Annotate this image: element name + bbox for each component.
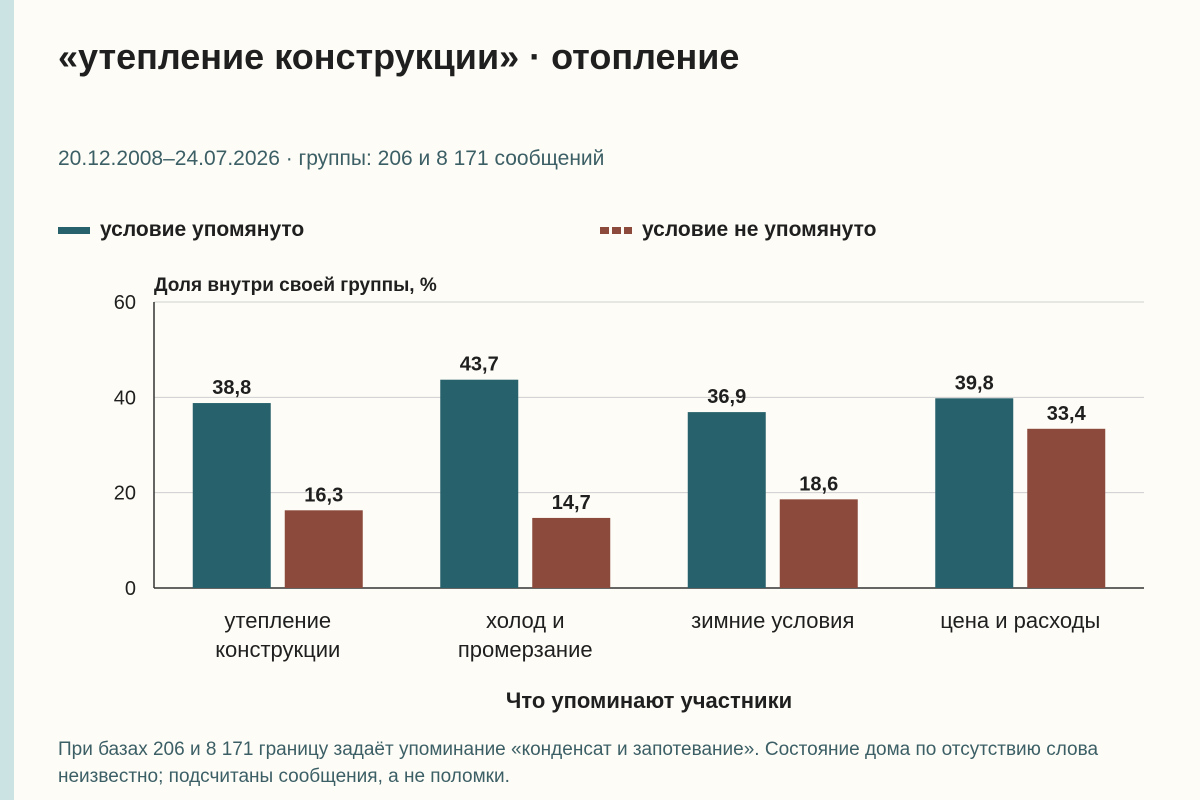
x-axis-title: Что упоминают участники: [506, 688, 792, 713]
x-tick-label: холод и: [486, 608, 565, 633]
side-accent-bar: [0, 0, 14, 800]
bar-mentioned: [935, 398, 1014, 588]
legend-label-not-mentioned: условие не упомянуто: [642, 218, 877, 241]
data-label: 18,6: [799, 473, 838, 495]
x-tick-label: утепление: [224, 608, 331, 633]
footnote: При базах 206 и 8 171 границу задаёт упо…: [58, 739, 1099, 787]
bar-not-mentioned: [532, 517, 611, 588]
y-axis-label: Доля внутри своей группы, %: [154, 275, 437, 296]
data-label: 43,7: [460, 354, 499, 376]
data-label: 36,9: [707, 386, 746, 408]
x-tick-label: конструкции: [215, 637, 340, 662]
x-tick-label: цена и расходы: [940, 608, 1100, 633]
bar-not-mentioned: [779, 499, 858, 588]
legend-label-mentioned: условие упомянуто: [100, 218, 305, 241]
legend: условие упомянуто условие не упомянуто: [0, 218, 1200, 248]
y-tick-label: 0: [125, 578, 136, 600]
data-label: 39,8: [955, 372, 994, 394]
bar-mentioned: [440, 379, 519, 588]
legend-item-mentioned: условие упомянуто: [58, 218, 304, 242]
legend-swatch-not-mentioned: [600, 226, 632, 234]
data-label: 14,7: [552, 492, 591, 514]
x-tick-label: промерзание: [458, 637, 593, 662]
x-tick-label: зимние условия: [691, 608, 854, 633]
data-label: 16,3: [304, 484, 343, 506]
chart-title: «утепление конструкции» · отопление: [58, 36, 740, 77]
bar-mentioned: [687, 412, 766, 588]
y-tick-label: 60: [114, 292, 136, 314]
bar-mentioned: [192, 403, 271, 588]
bar-not-mentioned: [284, 510, 363, 588]
legend-item-not-mentioned: условие не упомянуто: [600, 218, 876, 242]
data-label: 33,4: [1047, 403, 1087, 425]
bar-not-mentioned: [1027, 428, 1106, 588]
y-tick-label: 20: [114, 483, 136, 505]
data-label: 38,8: [212, 377, 251, 399]
bar-chart: 0 20 40 60 Доля внутри своей группы, % Что уп…: [114, 275, 1144, 713]
legend-swatch-mentioned: [58, 226, 90, 234]
y-tick-label: 40: [114, 387, 136, 409]
chart-subtitle: 20.12.2008–24.07.2026 · группы: 206 и 8 …: [58, 147, 605, 170]
